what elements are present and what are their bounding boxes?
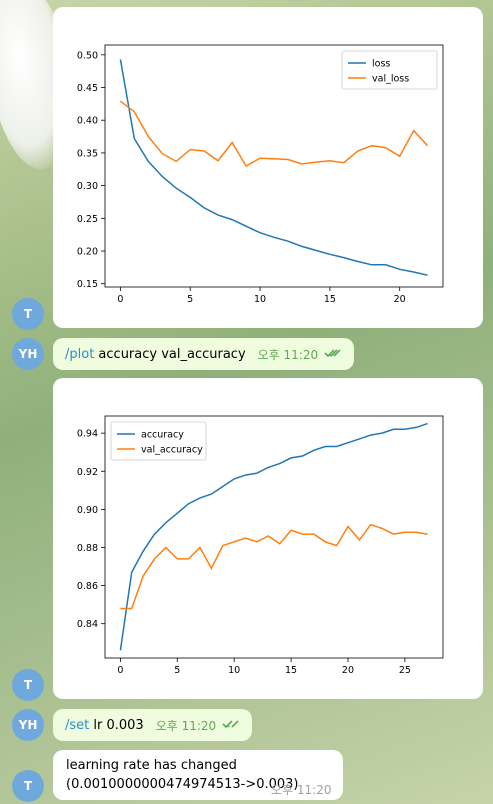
bot-avatar[interactable]: T [12,298,44,330]
legend-label-loss: loss [372,59,390,70]
y-tick-label: 0.45 [77,83,98,94]
message-time: 오후 11:20 [257,347,319,362]
outgoing-message-plot[interactable]: /plot accuracy val_accuracy 오후 11:20 [53,338,355,370]
legend-label-val_accuracy: val_accuracy [141,445,203,456]
bot-avatar[interactable]: T [12,770,44,802]
user-avatar[interactable]: YH [12,338,44,370]
series-line-val_accuracy [120,523,428,610]
command-args: accuracy val_accuracy [94,346,246,362]
chart-message-loss[interactable]: 0 5 10 15 20 0.15 0.20 0.25 0.30 0.35 0.40 0.45 0.50… [53,7,483,328]
series-line-val_loss [119,100,429,168]
y-tick-label: 0.90 [77,505,98,516]
accuracy-chart: 0 5 10 15 20 25 0.84 0.86 0.88 0.90 0.92 0.94 accura… [77,415,444,676]
plot-frame [104,44,444,288]
y-tick-label: 0.25 [77,214,98,225]
bot-command-link[interactable]: /set [65,717,90,733]
legend-label-accuracy: accuracy [141,430,184,441]
double-check-icon [222,718,240,733]
command-args: lr 0.003 [89,717,144,733]
loss-chart: 0 5 10 15 20 0.15 0.20 0.25 0.30 0.35 0.40 0.45 0.50… [77,44,444,305]
x-tick-label: 10 [254,294,266,305]
bot-avatar[interactable]: T [12,669,44,701]
y-tick-label: 0.88 [77,543,98,554]
x-tick-label: 5 [174,665,180,676]
double-check-icon [324,347,342,362]
y-tick-label: 0.40 [77,116,98,127]
message-time: 오후 11:20 [155,718,217,733]
y-tick-label: 0.50 [77,50,98,61]
x-tick-label: 0 [117,294,123,305]
user-avatar[interactable]: YH [12,709,44,741]
series-line-loss [119,59,428,276]
legend-box [110,421,207,461]
y-tick-label: 0.92 [77,467,98,478]
x-tick-label: 20 [342,665,354,676]
y-tick-label: 0.84 [77,619,98,630]
incoming-message-reply[interactable]: learning rate has changed (0.00100000004… [53,750,343,800]
x-tick-label: 15 [324,294,336,305]
x-tick-label: 15 [285,665,297,676]
reply-line-2: (0.0010000000474974513->0.003) [66,777,299,792]
x-tick-label: 25 [399,665,411,676]
legend-box [341,50,438,90]
plot-frame [104,415,444,659]
series-line-accuracy [119,422,428,651]
x-tick-label: 20 [394,294,406,305]
y-tick-label: 0.35 [77,148,98,159]
y-tick-label: 0.86 [77,581,98,592]
outgoing-message-set[interactable]: /set lr 0.003 오후 11:20 [53,709,253,741]
y-tick-label: 0.20 [77,247,98,258]
legend-label-val_loss: val_loss [372,74,409,85]
y-tick-label: 0.30 [77,181,98,192]
bot-command-link[interactable]: /plot [65,346,95,362]
x-tick-label: 10 [228,665,240,676]
message-time: 오후 11:20 [271,783,332,797]
x-tick-label: 0 [117,665,123,676]
y-tick-label: 0.94 [77,429,98,440]
reply-line-1: learning rate has changed [66,758,237,773]
chart-message-accuracy[interactable]: 0 5 10 15 20 25 0.84 0.86 0.88 0.90 0.92 0.94 accura… [53,378,483,699]
x-tick-label: 5 [187,294,193,305]
y-tick-label: 0.15 [77,279,98,290]
